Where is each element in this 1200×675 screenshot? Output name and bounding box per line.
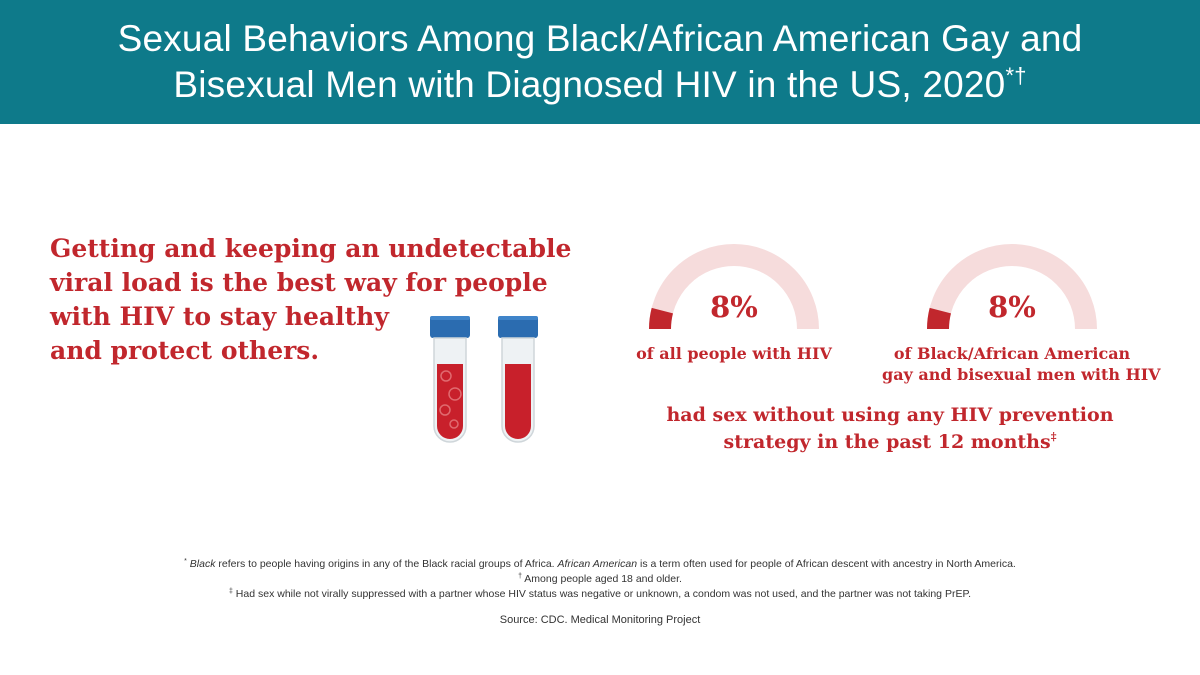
footnote-text: Had sex while not virally suppressed wit… xyxy=(232,588,972,600)
footnote-star: * Black refers to people having origins … xyxy=(0,557,1200,572)
stat-caption-line: of all people with HIV xyxy=(636,344,832,363)
summary-line-2-wrap: strategy in the past 12 months‡ xyxy=(620,429,1160,456)
footnote-term: African American xyxy=(557,558,638,570)
gauge-track xyxy=(649,244,819,330)
footnote-double-dagger: ‡ Had sex while not virally suppressed w… xyxy=(0,587,1200,602)
footnote-dagger: † Among people aged 18 and older. xyxy=(0,572,1200,587)
summary-line-2: strategy in the past 12 months xyxy=(723,431,1051,453)
footnote-text: Among people aged 18 and older. xyxy=(521,573,682,585)
title-footnote-marks: *† xyxy=(1005,63,1027,88)
page-title-line-1: Sexual Behaviors Among Black/African Ame… xyxy=(117,18,1083,59)
stat-percent: 8% xyxy=(710,290,758,324)
intro-line: Getting and keeping an undetectable xyxy=(50,234,572,263)
intro-line: with HIV to stay healthy xyxy=(50,302,389,331)
source-citation: Source: CDC. Medical Monitoring Project xyxy=(499,614,701,626)
footnotes: * Black refers to people having origins … xyxy=(0,557,1200,628)
stat-percent: 8% xyxy=(988,290,1036,324)
gauge-fill xyxy=(927,307,952,330)
blood-test-tubes-illustration xyxy=(430,316,538,443)
footnote-mark: * xyxy=(184,558,187,565)
summary-statement: had sex without using any HIV prevention… xyxy=(620,402,1160,456)
gauge-arc xyxy=(649,244,819,330)
intro-line: viral load is the best way for people xyxy=(50,268,548,297)
stat-caption-line: of Black/African American xyxy=(893,344,1131,363)
gauge-track xyxy=(927,244,1097,330)
intro-message: Getting and keeping an undetectable vira… xyxy=(50,232,572,368)
stat-caption: of all people with HIV xyxy=(634,343,834,364)
footnote-term: Black xyxy=(189,558,216,570)
stat-gauge-all-people: 8% xyxy=(638,240,830,340)
page-title-line-2-text: Bisexual Men with Diagnosed HIV in the U… xyxy=(173,64,1006,105)
summary-line-1: had sex without using any HIV prevention xyxy=(666,404,1114,426)
gauge-arc xyxy=(927,244,1097,330)
test-tube-icon xyxy=(498,316,538,443)
footnote-text: is a term often used for people of Afric… xyxy=(637,558,1016,570)
stat-gauge-black-gbm: 8% xyxy=(916,240,1108,340)
page-title-line-2: Bisexual Men with Diagnosed HIV in the U… xyxy=(173,62,1026,108)
test-tube-icon xyxy=(430,316,470,443)
gauge-fill xyxy=(649,307,674,330)
footnote-text: refers to people having origins in any o… xyxy=(215,558,558,570)
stat-caption: of Black/African American gay and bisexu… xyxy=(882,343,1161,385)
footnote-mark: † xyxy=(518,573,522,580)
footnote-mark: ‡ xyxy=(228,588,233,595)
summary-footnote-mark: ‡ xyxy=(1050,430,1057,443)
intro-line: and protect others. xyxy=(50,336,320,365)
header-banner: Sexual Behaviors Among Black/African Ame… xyxy=(0,0,1200,124)
stat-caption-line: gay and bisexual men with HIV xyxy=(882,365,1161,384)
